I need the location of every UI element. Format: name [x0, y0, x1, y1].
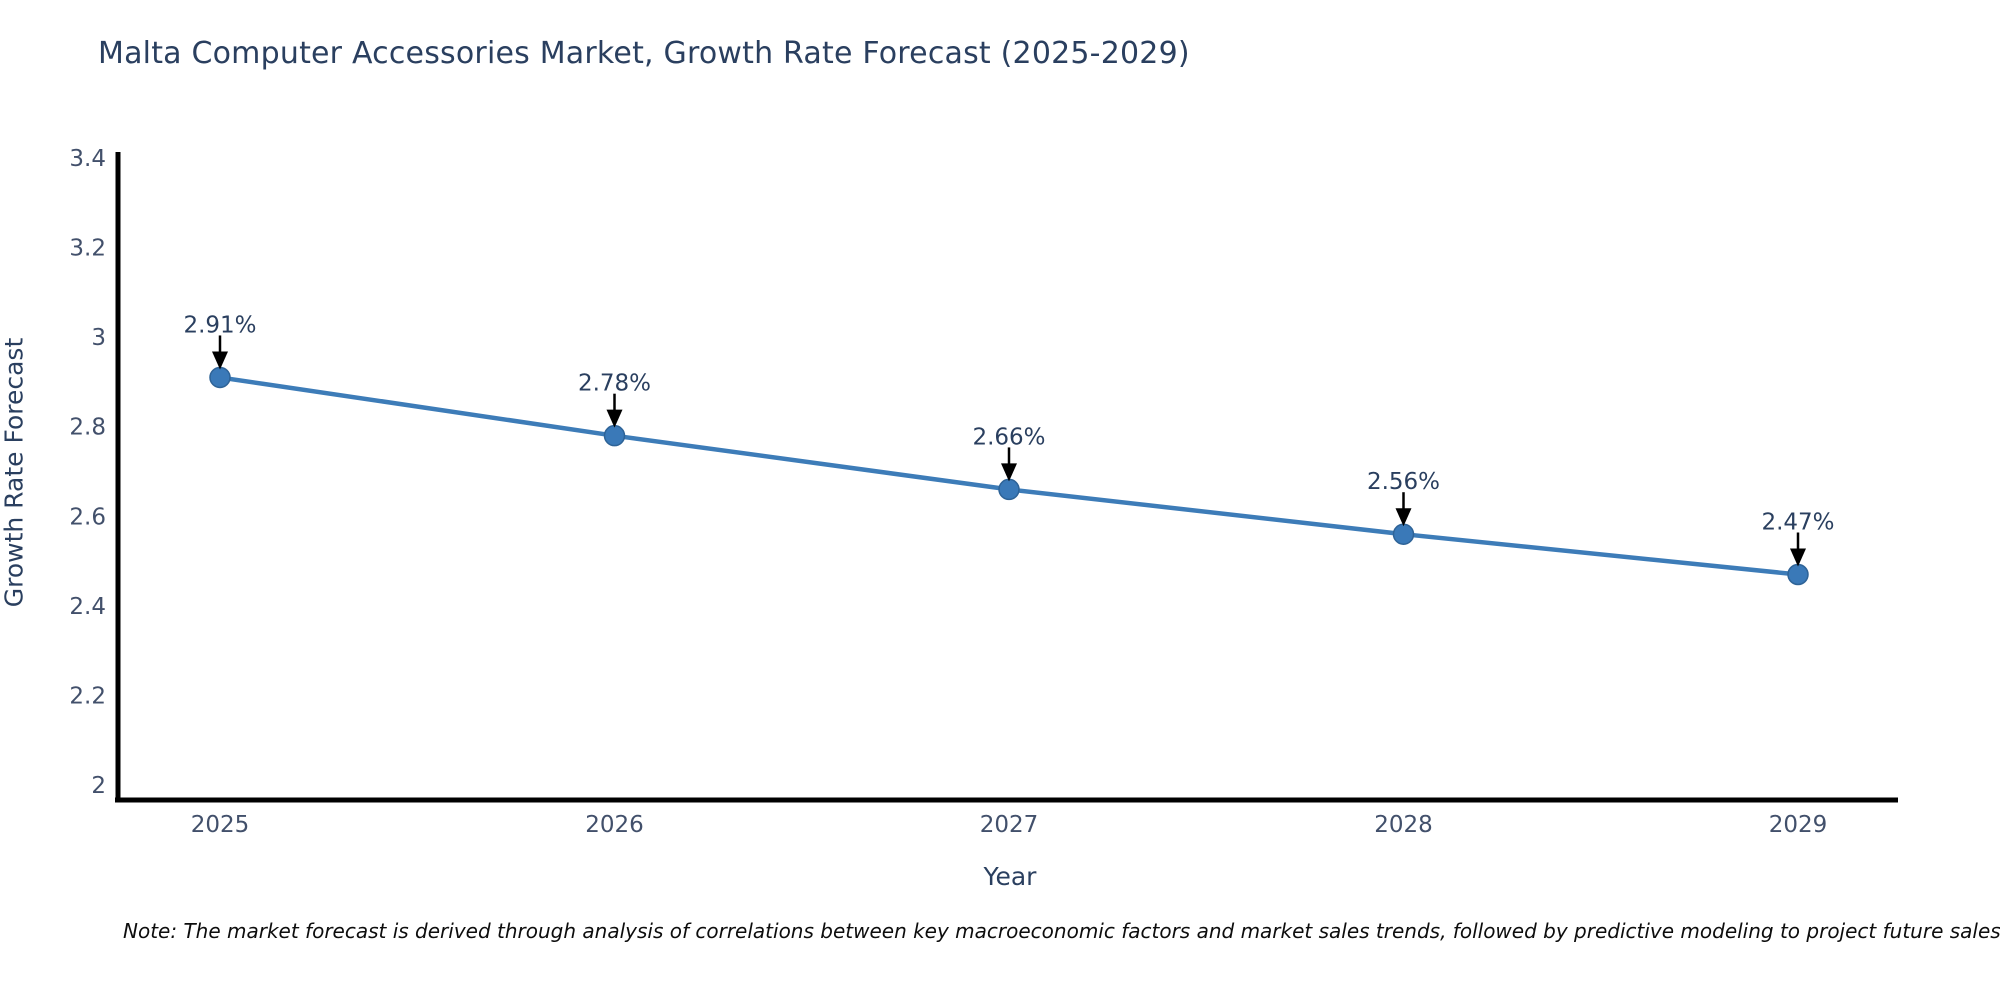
- x-tick-label: 2025: [191, 812, 250, 838]
- chart-title: Malta Computer Accessories Market, Growt…: [98, 36, 1190, 71]
- data-point-marker[interactable]: [998, 478, 1020, 501]
- data-point-label: 2.47%: [1761, 510, 1834, 536]
- data-point-label: 2.91%: [183, 312, 256, 338]
- data-point-marker[interactable]: [209, 366, 231, 389]
- annotation-arrow-head: [1790, 548, 1806, 567]
- annotation-arrow-head: [1395, 508, 1412, 527]
- y-axis-title: Growth Rate Forecast: [0, 337, 29, 608]
- annotation-arrow-head: [606, 409, 623, 428]
- annotation-arrow-head: [1001, 463, 1017, 482]
- x-tick-label: 2028: [1374, 812, 1433, 838]
- y-tick-label: 3.2: [69, 236, 106, 262]
- data-point-marker[interactable]: [1787, 563, 1809, 586]
- y-tick-label: 2.4: [69, 594, 106, 620]
- y-tick-label: 2: [91, 773, 106, 799]
- x-tick-label: 2026: [585, 812, 644, 838]
- y-tick-label: 2.8: [69, 415, 106, 441]
- x-tick-label: 2027: [980, 812, 1039, 838]
- x-tick-label: 2029: [1769, 812, 1828, 838]
- y-tick-label: 2.2: [69, 683, 106, 709]
- annotation-arrow-head: [212, 351, 228, 370]
- y-tick-label: 2.6: [69, 504, 106, 530]
- footnote: Note: The market forecast is derived thr…: [123, 919, 2000, 943]
- data-point-marker[interactable]: [603, 424, 626, 447]
- y-tick-label: 3: [91, 325, 106, 351]
- x-axis-title: Year: [983, 862, 1037, 891]
- data-point-label: 2.78%: [578, 371, 651, 397]
- data-point-marker[interactable]: [1392, 523, 1415, 545]
- y-tick-label: 3.4: [69, 146, 106, 172]
- data-point-label: 2.56%: [1367, 469, 1440, 495]
- data-point-label: 2.66%: [972, 424, 1045, 450]
